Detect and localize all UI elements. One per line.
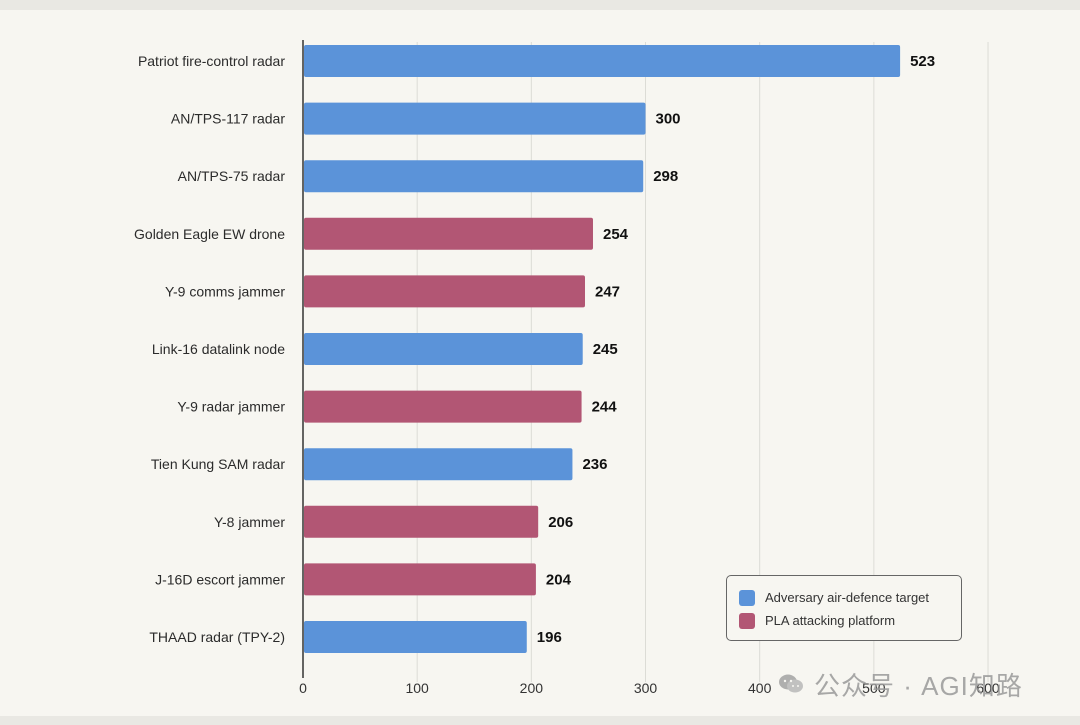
bar-chart: 0 100 200 300 400 500 600 Patriot fire-control … <box>134 40 1000 696</box>
chart-frame: 0 100 200 300 400 500 600 Patriot fire-control … <box>0 10 1080 716</box>
category-label: AN/TPS-117 radar <box>171 111 285 127</box>
bar <box>304 45 901 77</box>
x-tick-label: 100 <box>405 680 429 696</box>
x-tick-label: 400 <box>748 680 772 696</box>
wechat-icon <box>779 674 803 693</box>
x-tick-label: 300 <box>634 680 658 696</box>
legend-entry-platform: PLA attacking platform <box>739 609 949 632</box>
value-label: 206 <box>548 514 573 531</box>
category-label: Golden Eagle EW drone <box>134 226 285 242</box>
category-label: AN/TPS-75 radar <box>178 168 286 184</box>
x-tick-label: 500 <box>862 680 886 696</box>
bar <box>304 102 646 135</box>
bar <box>304 448 573 481</box>
category-label: Link-16 datalink node <box>152 341 285 357</box>
bar <box>304 621 527 653</box>
bar <box>304 505 539 538</box>
bars <box>304 45 901 653</box>
bar <box>304 563 536 596</box>
legend-swatch-target <box>739 589 755 606</box>
legend-swatch-platform <box>739 612 755 629</box>
category-label: Y-9 radar jammer <box>177 399 285 415</box>
legend: Adversary air-defence target PLA attacki… <box>726 575 962 641</box>
category-label: Tien Kung SAM radar <box>151 456 285 472</box>
legend-entry-target: Adversary air-defence target <box>739 586 949 609</box>
value-label: 247 <box>595 283 620 300</box>
legend-label-platform: PLA attacking platform <box>765 613 896 628</box>
x-tick-label: 600 <box>976 680 1000 696</box>
bar <box>304 333 583 365</box>
watermark: 公众号 · AGI知路 <box>778 666 1023 702</box>
category-label: Y-8 jammer <box>214 514 285 530</box>
value-label: 300 <box>656 111 681 128</box>
value-label: 236 <box>582 456 607 473</box>
x-tick-label: 200 <box>520 680 544 696</box>
bar <box>304 217 593 250</box>
value-label: 244 <box>592 399 618 416</box>
value-label: 204 <box>546 571 572 588</box>
value-label: 245 <box>593 341 618 358</box>
bar <box>304 160 644 193</box>
category-label: J-16D escort jammer <box>155 571 285 587</box>
value-label: 196 <box>537 629 562 646</box>
category-label: THAAD radar (TPY-2) <box>149 629 285 645</box>
value-label: 298 <box>653 168 678 185</box>
category-label: Patriot fire-control radar <box>138 53 285 69</box>
value-label: 254 <box>603 226 629 243</box>
watermark-text: 公众号 · AGI知路 <box>814 670 1023 701</box>
bar <box>304 390 582 423</box>
x-tick-label: 0 <box>299 680 307 696</box>
bar <box>304 275 585 308</box>
legend-label-target: Adversary air-defence target <box>765 590 930 605</box>
category-label: Y-9 comms jammer <box>165 283 285 299</box>
value-label: 523 <box>910 53 935 70</box>
labels: 0 100 200 300 400 500 600 Patriot fire-control … <box>134 53 1000 696</box>
